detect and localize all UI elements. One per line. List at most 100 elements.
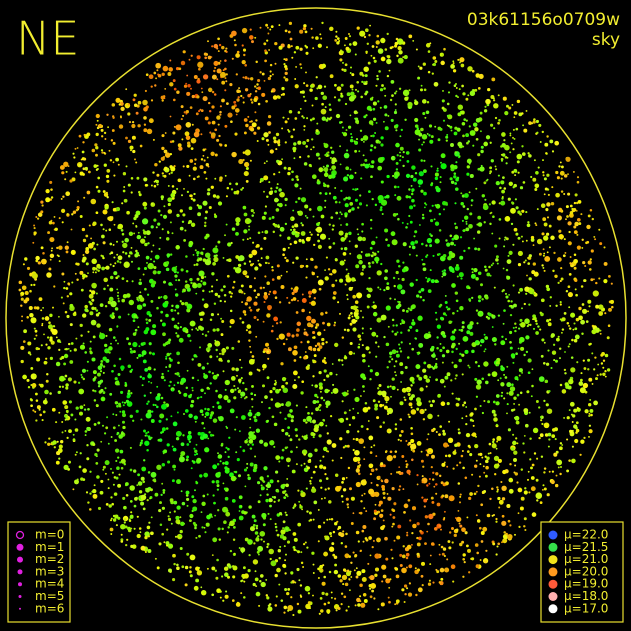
star	[65, 287, 69, 290]
star	[197, 77, 200, 81]
star	[526, 390, 530, 394]
star	[164, 87, 167, 90]
star	[45, 197, 51, 203]
star	[515, 232, 519, 236]
star	[335, 211, 339, 215]
star	[312, 146, 315, 149]
star	[348, 423, 352, 427]
star	[379, 208, 383, 212]
star	[416, 522, 420, 526]
star	[388, 360, 391, 363]
star	[520, 468, 524, 471]
star	[421, 242, 424, 246]
star	[329, 168, 332, 171]
star	[178, 375, 181, 378]
star	[512, 128, 515, 131]
star	[245, 275, 248, 278]
star	[245, 166, 249, 171]
star	[471, 349, 475, 354]
star	[252, 559, 259, 565]
star	[340, 189, 343, 193]
star	[325, 405, 329, 408]
star	[426, 363, 432, 369]
star	[336, 520, 339, 523]
star	[263, 162, 266, 165]
star	[41, 261, 44, 264]
star	[402, 545, 405, 548]
star	[410, 174, 414, 179]
star	[269, 518, 272, 521]
star	[283, 611, 286, 614]
star	[176, 326, 180, 330]
star	[337, 574, 342, 578]
star	[535, 274, 538, 277]
star	[431, 72, 434, 75]
star	[304, 99, 307, 103]
star	[154, 162, 158, 167]
star	[160, 396, 164, 400]
star	[82, 254, 85, 256]
star	[105, 229, 108, 232]
star	[243, 53, 246, 57]
star	[202, 200, 208, 206]
star	[540, 419, 543, 422]
star	[203, 224, 207, 228]
star	[265, 261, 268, 264]
star	[199, 165, 204, 170]
star	[451, 392, 454, 395]
star	[489, 141, 492, 144]
star	[139, 441, 143, 445]
star	[185, 269, 189, 273]
star	[33, 306, 37, 310]
star	[399, 151, 401, 154]
star	[339, 579, 343, 583]
star	[345, 166, 350, 171]
star	[494, 165, 497, 168]
star	[220, 317, 223, 320]
star	[395, 360, 398, 363]
star	[400, 381, 403, 383]
star	[360, 425, 364, 428]
star	[485, 135, 491, 140]
star	[153, 71, 157, 75]
star	[43, 360, 48, 365]
star	[566, 469, 570, 473]
star	[127, 103, 130, 106]
star	[200, 586, 203, 589]
star	[116, 260, 120, 263]
star	[168, 384, 171, 387]
star	[323, 369, 327, 373]
star	[225, 223, 228, 226]
star	[360, 251, 363, 253]
star	[129, 514, 134, 519]
star	[183, 238, 187, 242]
star	[485, 474, 488, 478]
star	[214, 153, 218, 157]
star	[193, 192, 196, 196]
star	[185, 386, 189, 390]
star	[351, 315, 354, 318]
star	[477, 222, 483, 227]
star	[154, 492, 159, 497]
star	[344, 237, 347, 240]
star	[477, 215, 482, 220]
star	[439, 176, 442, 179]
star	[349, 252, 352, 255]
star	[122, 425, 126, 430]
star	[501, 391, 504, 394]
star	[191, 123, 194, 126]
star	[320, 609, 324, 613]
star	[473, 237, 476, 240]
star	[361, 268, 364, 271]
star	[115, 207, 121, 212]
star	[95, 153, 98, 157]
star	[369, 246, 373, 250]
star	[198, 325, 203, 330]
star	[195, 536, 198, 539]
star	[546, 216, 550, 219]
star	[150, 184, 153, 187]
star	[582, 359, 585, 362]
star	[223, 395, 229, 401]
star	[82, 167, 86, 171]
star	[183, 413, 185, 415]
